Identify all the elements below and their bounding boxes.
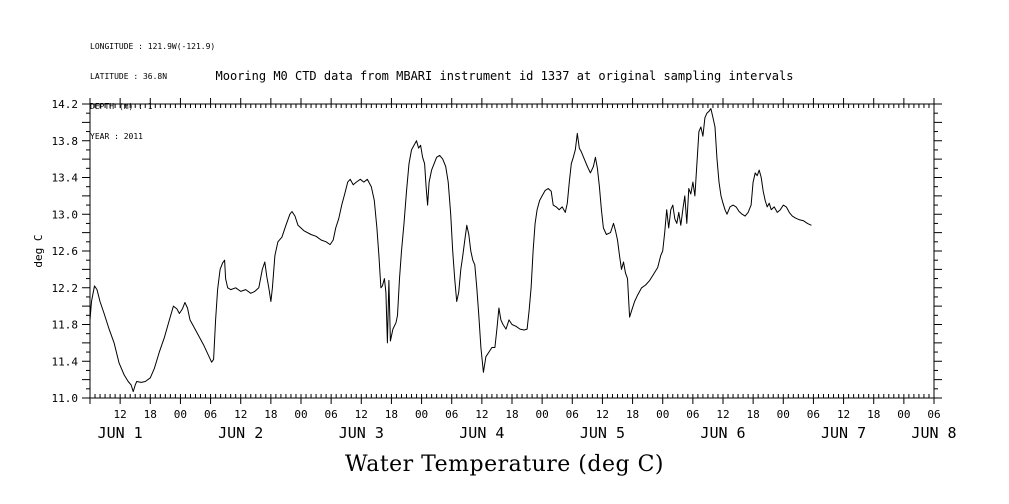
- data-layer: [89, 108, 812, 393]
- x-tick-label: 06: [204, 408, 217, 421]
- x-tick-label: 18: [144, 408, 157, 421]
- x-tick-label: 12: [234, 408, 247, 421]
- x-tick-label: 00: [777, 408, 790, 421]
- x-day-label: JUN 5: [580, 424, 625, 442]
- y-tick-label: 11.8: [52, 319, 79, 332]
- x-tick-label: 00: [656, 408, 669, 421]
- series-line: [89, 108, 812, 393]
- x-tick-label: 12: [114, 408, 127, 421]
- x-tick-label: 00: [536, 408, 549, 421]
- x-day-label: JUN 3: [339, 424, 384, 442]
- tick-layer: 11.0 11.4 11.8 12.2 12.6 13.0 13.4 13.8 14.2 12 18…: [52, 98, 957, 442]
- y-tick-label: 14.2: [52, 98, 79, 111]
- y-tick-label: 12.2: [52, 282, 79, 295]
- x-tick-label: 18: [867, 408, 880, 421]
- x-tick-label: 00: [415, 408, 428, 421]
- x-tick-label: 18: [626, 408, 639, 421]
- x-day-label: JUN 1: [98, 424, 143, 442]
- y-tick-label: 13.4: [52, 172, 79, 185]
- x-tick-label: 06: [325, 408, 338, 421]
- y-tick-label: 12.6: [52, 245, 79, 258]
- x-day-label: JUN 4: [459, 424, 504, 442]
- x-tick-label: 12: [596, 408, 609, 421]
- x-tick-label: 18: [385, 408, 398, 421]
- x-tick-label: 06: [686, 408, 699, 421]
- x-tick-label: 12: [837, 408, 850, 421]
- chart-title: Mooring M0 CTD data from MBARI instrumen…: [215, 69, 794, 83]
- x-day-label: JUN 2: [218, 424, 263, 442]
- x-day-label: JUN 6: [700, 424, 745, 442]
- x-tick-label: 06: [566, 408, 579, 421]
- x-axis-label: Water Temperature (deg C): [345, 452, 664, 477]
- x-tick-label: 12: [475, 408, 488, 421]
- x-tick-label: 18: [264, 408, 277, 421]
- x-tick-label: 06: [927, 408, 940, 421]
- x-tick-label: 18: [747, 408, 760, 421]
- x-tick-label: 12: [355, 408, 368, 421]
- x-day-label: JUN 8: [911, 424, 956, 442]
- x-tick-label: 06: [807, 408, 820, 421]
- x-tick-label: 00: [897, 408, 910, 421]
- year-text: YEAR : 2011: [90, 132, 143, 141]
- y-tick-label: 11.0: [52, 392, 79, 405]
- y-tick-label: 13.0: [52, 208, 79, 221]
- x-tick-label: 00: [294, 408, 307, 421]
- x-tick-label: 18: [505, 408, 518, 421]
- x-tick-label: 12: [716, 408, 729, 421]
- latitude-text: LATITUDE : 36.8N: [90, 72, 168, 81]
- x-tick-label: 06: [445, 408, 458, 421]
- longitude-text: LONGITUDE : 121.9W(-121.9): [90, 42, 216, 51]
- y-tick-label: 13.8: [52, 135, 79, 148]
- x-day-label: JUN 7: [821, 424, 866, 442]
- y-tick-label: 11.4: [52, 355, 79, 368]
- y-axis-label: deg C: [32, 234, 45, 267]
- plot-frame: [89, 103, 935, 399]
- x-tick-label: 00: [174, 408, 187, 421]
